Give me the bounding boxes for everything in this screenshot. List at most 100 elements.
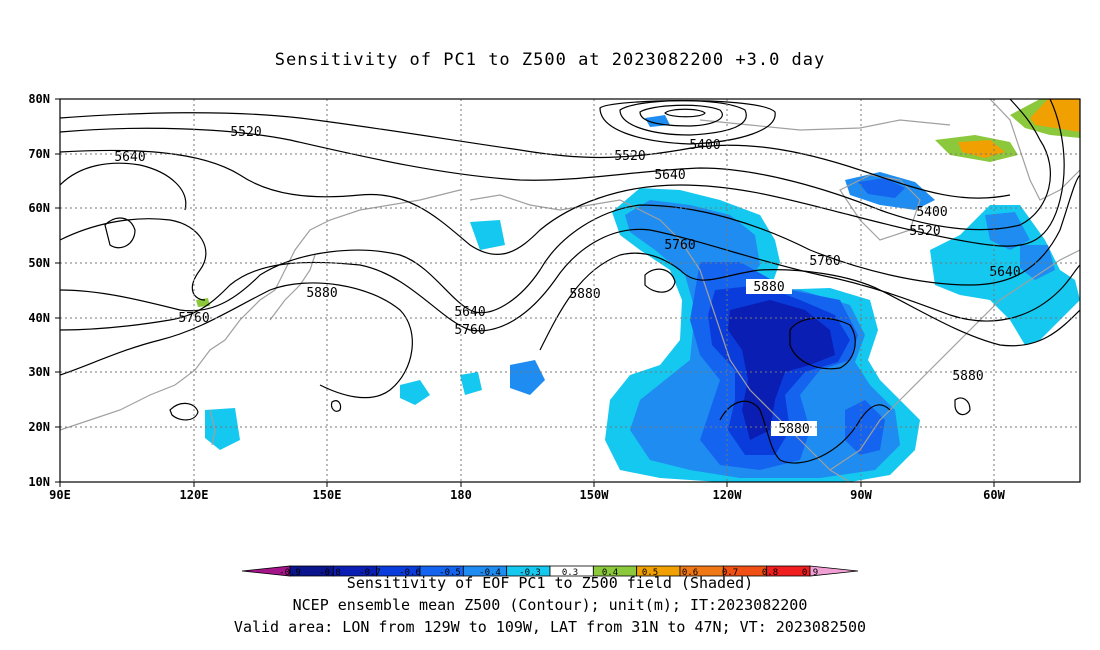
coast-central-america xyxy=(829,469,851,482)
colorbar-tick-label: 0.3 xyxy=(562,568,578,578)
longitude-labels: 90E 120E 150E 180 150W 120W 90W 60W xyxy=(49,488,1005,502)
contour-label: 5880 xyxy=(952,369,983,384)
coast-greenland xyxy=(989,99,1080,201)
caption-block: Sensitivity of EOF PC1 to Z500 field (Sh… xyxy=(0,572,1100,638)
colorbar-tick-label: -0.5 xyxy=(439,568,461,578)
colorbar-tick-label: -0.9 xyxy=(279,568,301,578)
coast-na-east xyxy=(829,249,1080,471)
contour-label-box xyxy=(771,421,817,436)
lon-label: 120E xyxy=(180,488,209,502)
contour-line-6 xyxy=(60,174,1080,314)
contour-label: 5880 xyxy=(569,287,600,302)
contour-line-5 xyxy=(60,218,207,301)
contour-label: 5880 xyxy=(753,280,784,295)
colorbar-tick-label: 0.4 xyxy=(602,568,618,578)
contour-label: 5640 xyxy=(654,168,685,183)
colorbar-tick-label: 0.9 xyxy=(802,568,818,578)
colorbar-tick-label: -0.8 xyxy=(319,568,341,578)
lon-label: 120W xyxy=(713,488,743,502)
contour-label: 5520 xyxy=(230,125,261,140)
lon-label: 90E xyxy=(49,488,71,502)
shade-blob-pacific-3 xyxy=(460,372,482,395)
shade-blob-pacific-4 xyxy=(205,408,240,450)
colorbar-tick-label: 0.6 xyxy=(682,568,698,578)
axis-ticks xyxy=(55,98,995,487)
shade-blob-labrador-east xyxy=(1020,245,1055,280)
lon-label: 150W xyxy=(580,488,610,502)
coast-taiwan xyxy=(209,409,216,446)
contour-line-4 xyxy=(60,162,187,211)
lon-label: 90W xyxy=(850,488,872,502)
lon-label: 180 xyxy=(450,488,472,502)
lat-label: 40N xyxy=(28,311,50,325)
shade-positive-greenland-1-orange xyxy=(958,140,1005,158)
colorbar: -0.9 -0.8 -0.7 -0.6 -0.5 -0.4 -0.3 0.3 0.4 0.5 0.6… xyxy=(241,565,859,578)
contour-line-3 xyxy=(60,99,1065,255)
coast-arctic xyxy=(699,119,951,131)
lon-label: 150E xyxy=(313,488,342,502)
contour-label: 5760 xyxy=(664,238,695,253)
lat-label: 30N xyxy=(28,365,50,379)
contour-label: 5640 xyxy=(454,305,485,320)
colorbar-tick-label: 0.8 xyxy=(762,568,778,578)
shade-blob-canada-inner xyxy=(858,178,905,198)
colorbar-end-high xyxy=(809,565,859,577)
contour-label: 5400 xyxy=(689,138,720,153)
contour-label-box xyxy=(746,279,792,294)
contour-label: 5520 xyxy=(909,224,940,239)
gridlines xyxy=(60,99,1080,482)
coast-hudson xyxy=(839,174,921,241)
contour-label: 5520 xyxy=(614,149,645,164)
contour-polar-low-1 xyxy=(639,104,723,127)
lat-label: 10N xyxy=(28,475,50,489)
colorbar-tick-label: -0.6 xyxy=(399,568,421,578)
shade-blob-labrador-inner xyxy=(985,212,1030,250)
coast-japan xyxy=(269,254,316,321)
colorbar-tick-label: -0.3 xyxy=(519,568,541,578)
coast-alaska xyxy=(469,194,641,211)
shade-blob-aleutian xyxy=(470,220,505,250)
contour-label: 5400 xyxy=(916,205,947,220)
contour-line-13 xyxy=(954,397,971,416)
contour-line-12 xyxy=(719,400,891,464)
contour-line-16 xyxy=(104,217,136,249)
lat-label: 20N xyxy=(28,420,50,434)
chart-title: Sensitivity of PC1 to Z500 at 2023082200… xyxy=(274,50,826,70)
contour-line-1 xyxy=(60,112,1011,199)
plot-frame xyxy=(59,98,1081,483)
shade-blob-polar xyxy=(645,115,670,127)
lat-label: 60N xyxy=(28,201,50,215)
colorbar-tick-label: -0.7 xyxy=(359,568,381,578)
shade-blob-pacific-1 xyxy=(510,360,545,395)
contour-line-2 xyxy=(60,99,1051,231)
contour-polar-low-3 xyxy=(599,100,776,145)
contour-label: 5760 xyxy=(454,323,485,338)
lat-label: 50N xyxy=(28,256,50,270)
shade-positive-greenland-2-orange xyxy=(1030,99,1080,132)
lon-label: 60W xyxy=(983,488,1005,502)
contour-line-9 xyxy=(539,252,1080,351)
caption-line: Sensitivity of EOF PC1 to Z500 field (Sh… xyxy=(346,574,754,592)
contour-label: 5880 xyxy=(778,422,809,437)
contour-label: 5760 xyxy=(809,254,840,269)
colorbar-tick-label: 0.7 xyxy=(722,568,738,578)
contour-line-8 xyxy=(60,282,413,399)
shade-blob-labrador xyxy=(930,205,1080,345)
lat-label: 80N xyxy=(28,92,50,106)
caption-line: NCEP ensemble mean Z500 (Contour); unit(… xyxy=(292,596,808,614)
colorbar-tick-label: -0.4 xyxy=(479,568,501,578)
contour-label: 5880 xyxy=(306,286,337,301)
contour-line-7 xyxy=(60,228,1080,332)
latitude-labels: 80N 70N 60N 50N 40N 30N 20N 10N xyxy=(28,92,50,489)
contours xyxy=(60,99,1080,464)
colorbar-tick-label: 0.5 xyxy=(642,568,658,578)
shade-blob-pacific-2 xyxy=(400,380,430,405)
caption-line: Valid area: LON from 129W to 109W, LAT f… xyxy=(233,618,867,636)
contour-label: 5760 xyxy=(178,311,209,326)
contour-label: 5640 xyxy=(989,265,1020,280)
coast-asia xyxy=(60,189,461,431)
lat-label: 70N xyxy=(28,147,50,161)
contour-labels: 5520 5640 5400 5520 5640 5400 5520 5760 … xyxy=(114,125,1020,437)
shade-positive-small-asia xyxy=(196,298,210,307)
